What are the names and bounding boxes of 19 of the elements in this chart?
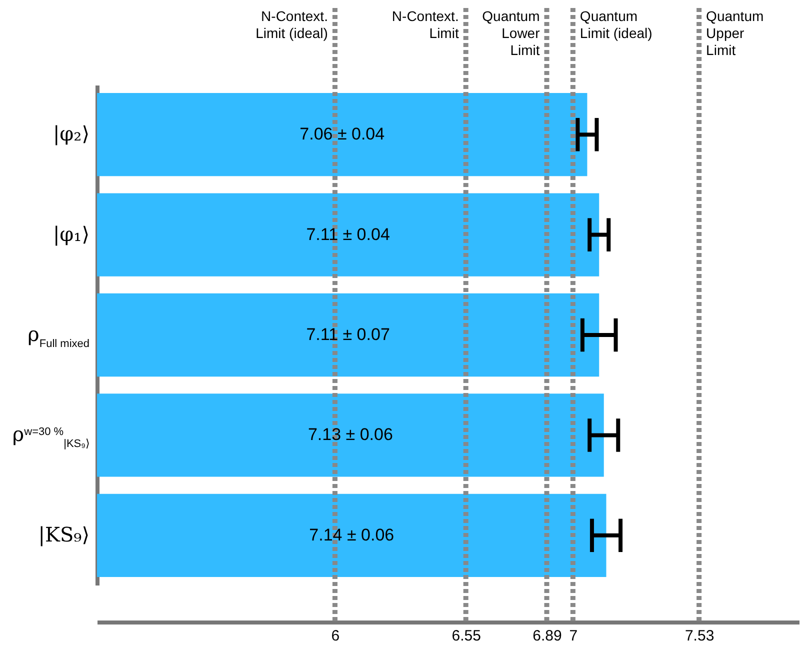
y-tick-label: |KS₉⟩ (38, 522, 90, 546)
x-tick-label: 7 (569, 628, 578, 644)
y-tick-label: ρ$_{Full mixed}$ (28, 322, 90, 350)
x-tick-label: 6.89 (532, 628, 562, 644)
y-tick-label: |φ₂⟩ (52, 122, 90, 146)
x-tick-label: 7.53 (684, 628, 714, 644)
ref-line-label: Quantum Upper Limit (706, 8, 764, 58)
data-label: 7.13 ± 0.06 (308, 425, 393, 444)
x-tick-label: 6 (331, 628, 340, 644)
ref-line-label: Quantum Lower Limit (482, 8, 540, 58)
y-tick-label: |φ₁⟩ (52, 222, 90, 246)
ref-line-label: Quantum Limit (ideal) (580, 8, 652, 41)
data-label: 7.06 ± 0.04 (300, 124, 385, 144)
x-tick-label: 6.55 (452, 628, 481, 644)
ref-line-label: N-Context. Limit (ideal) (256, 8, 328, 41)
data-label: 7.11 ± 0.04 (306, 224, 390, 244)
data-label: 7.11 ± 0.07 (306, 325, 390, 344)
ref-line-label: N-Context. Limit (392, 8, 459, 41)
data-label: 7.14 ± 0.06 (309, 525, 394, 544)
